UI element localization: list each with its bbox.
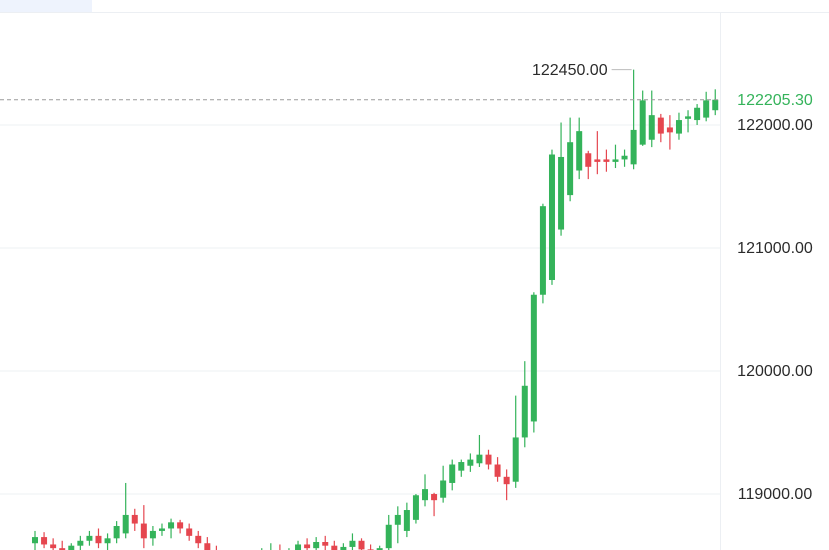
candle-body <box>521 385 528 438</box>
candle-body <box>630 129 637 165</box>
candle-body <box>494 464 501 477</box>
candle-body <box>331 545 338 550</box>
candle-body <box>304 544 311 549</box>
candle-body <box>666 127 673 133</box>
tab <box>0 0 92 12</box>
candle-body <box>648 115 655 140</box>
candle-body <box>621 155 628 160</box>
candle-body <box>576 131 583 171</box>
candle-body <box>68 545 75 550</box>
candle-body <box>177 522 184 529</box>
candle-body <box>186 528 193 536</box>
candle-body <box>440 480 447 498</box>
candle-body <box>485 454 492 465</box>
candle-body <box>422 489 429 501</box>
candle-body <box>548 154 555 280</box>
candle-body <box>50 544 57 549</box>
candle-body <box>41 537 48 545</box>
candle-body <box>467 459 474 466</box>
candle-body <box>394 514 401 525</box>
candle-body <box>77 540 84 546</box>
candle-body <box>322 542 329 546</box>
candle-body <box>685 116 692 119</box>
candle-body <box>158 528 165 531</box>
candle-body <box>503 476 510 485</box>
candle-body <box>131 514 138 524</box>
candle-body <box>703 100 710 118</box>
candle-body <box>149 530 156 539</box>
candle-body <box>612 159 619 162</box>
candle-body <box>694 107 701 121</box>
candle-body <box>585 153 592 167</box>
candle-body <box>204 543 211 550</box>
candle-body <box>195 535 202 544</box>
candle-body <box>340 546 347 550</box>
candle-body <box>476 454 483 464</box>
candle-body <box>104 538 111 544</box>
candle-body <box>594 159 601 162</box>
candle-body <box>32 537 38 544</box>
candle-body <box>59 548 66 550</box>
candle-body <box>376 548 383 550</box>
candle-body <box>113 526 120 539</box>
candle-body <box>449 464 456 483</box>
candle-body <box>95 535 102 544</box>
candle-body <box>349 540 356 547</box>
candle-body <box>140 523 147 539</box>
candle-body <box>567 142 574 196</box>
max-label: 122450.00 <box>532 62 608 79</box>
candle-body <box>412 495 419 520</box>
candle-body <box>675 120 682 134</box>
candle-body <box>558 156 565 230</box>
candle-body <box>639 100 646 145</box>
candle-body <box>539 206 546 295</box>
candle-body <box>657 117 664 134</box>
candle-body <box>168 522 175 529</box>
candle-body <box>512 437 519 482</box>
candle-body <box>458 462 465 471</box>
candle-body <box>385 524 392 549</box>
candle-body <box>86 535 93 541</box>
y-tick-label: 119000.00 <box>738 486 813 503</box>
candle-body <box>313 542 320 549</box>
candle-body <box>603 159 610 162</box>
candle-body <box>122 514 129 534</box>
candle-body <box>358 540 365 550</box>
y-tick-label: 120000.00 <box>737 363 813 380</box>
y-tick-label: 122000.00 <box>737 117 813 134</box>
last-price-label: 122205.30 <box>737 92 813 109</box>
candle-body <box>403 510 410 531</box>
y-tick-label: 121000.00 <box>737 240 813 257</box>
candle-body <box>530 294 537 422</box>
candle-body <box>712 99 719 111</box>
candle-body <box>431 494 438 501</box>
candle-body <box>295 544 302 550</box>
last-price-box <box>723 87 829 112</box>
